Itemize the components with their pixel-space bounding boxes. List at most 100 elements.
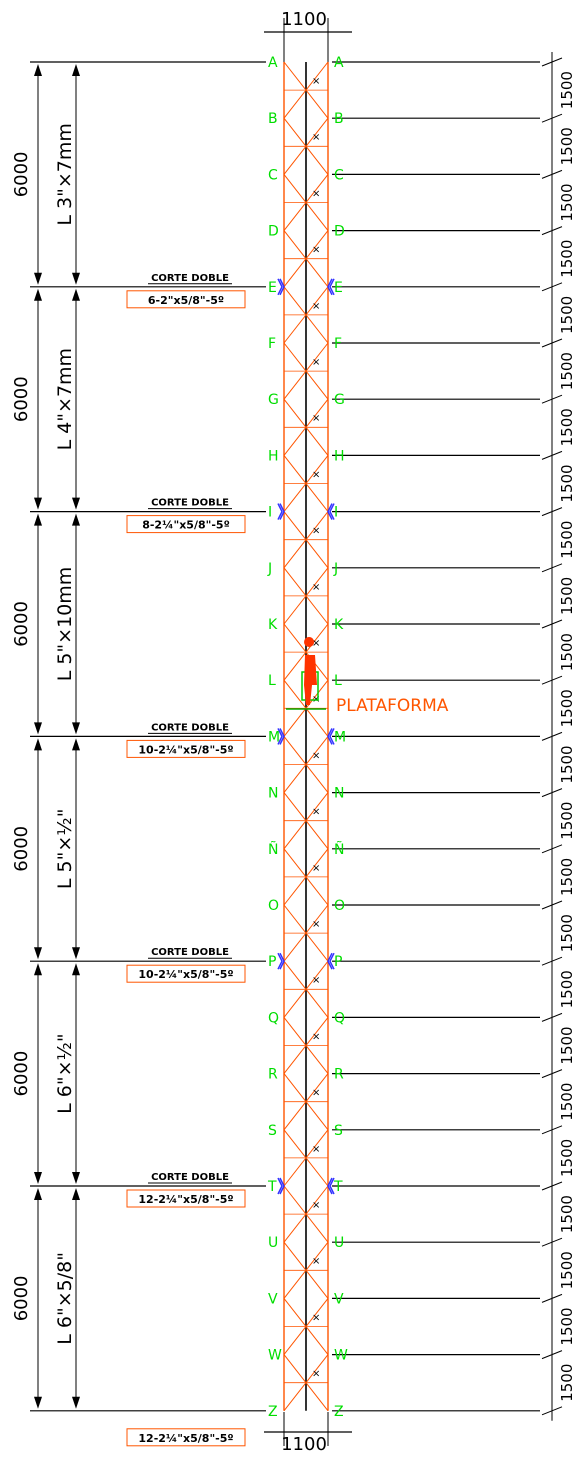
- node-mark: ×: [312, 750, 320, 761]
- dimension-tick: [541, 226, 563, 236]
- level-label-right: M: [334, 729, 346, 745]
- bolt-spec-box: [126, 739, 246, 758]
- level-label-left: F: [268, 336, 276, 352]
- section-length-text: 6000: [11, 601, 32, 647]
- segment-dimension-text: 1500: [558, 689, 576, 727]
- right-segment-dimensions: 1500 1500 1500 1500 1500 1500 1500 1500 1500 1500…: [541, 52, 576, 1421]
- node-mark: ×: [312, 188, 320, 199]
- arrow-down-icon: [34, 1172, 42, 1184]
- dimension-tick: [541, 1125, 563, 1135]
- dimension-tick: [541, 956, 563, 966]
- dimension-tick: [541, 282, 563, 292]
- bolt-spec-text: 10-2¼"x5/8"-5º: [138, 743, 233, 756]
- joint-title: CORTE DOBLE: [151, 273, 229, 284]
- bolt-right-icon: [327, 728, 335, 745]
- bolt-spec-text: 12-2¼"x5/8"-5º: [138, 1193, 233, 1206]
- bolt-right-icon: [327, 503, 335, 520]
- section-labels: 6000 L 3"×7mm 6000 L 4"×7mm 6000 L 5"×10mm 600…: [11, 64, 80, 1409]
- bottom-dimension: 1100: [264, 1412, 352, 1455]
- level-label-left: N: [268, 786, 278, 802]
- bolt-spec-box: [126, 515, 246, 534]
- bolt-right-icon: [327, 1177, 335, 1195]
- dimension-tick: [541, 507, 563, 517]
- node-mark: ×: [312, 413, 320, 424]
- arrow-up-icon: [72, 64, 80, 76]
- segment-dimension-text: 1500: [558, 1195, 576, 1233]
- joint-title: CORTE DOBLE: [151, 722, 229, 733]
- level-label-right: S: [334, 1123, 343, 1139]
- arrow-up-icon: [34, 64, 42, 76]
- level-label-left: V: [268, 1291, 278, 1307]
- bolt-spec-box: [126, 1428, 246, 1447]
- segment-dimension-text: 1500: [558, 408, 576, 446]
- bolt-left-icon: [277, 503, 285, 520]
- level-label-left: D: [268, 224, 279, 240]
- level-label-left: I: [268, 505, 272, 521]
- dimension-tick: [541, 57, 563, 67]
- level-label-left: P: [268, 954, 276, 970]
- level-label-right: G: [334, 392, 345, 408]
- section-profile-text: L 5"×½": [54, 809, 76, 890]
- node-mark: ×: [312, 919, 320, 930]
- level-label-left: M: [268, 729, 280, 745]
- bolt-left-icon: [277, 1177, 285, 1195]
- level-label-right: U: [334, 1235, 344, 1251]
- segment-dimension-text: 1500: [558, 296, 576, 334]
- section-profile-text: L 6"×½": [54, 1033, 76, 1114]
- level-label-left: R: [268, 1067, 278, 1083]
- node-mark: ×: [312, 1369, 320, 1380]
- level-label-right: C: [334, 167, 344, 183]
- tower-structure: ××××××××××××××××××××××××: [283, 61, 329, 1412]
- level-label-left: U: [268, 1235, 278, 1251]
- dimension-tick: [541, 731, 563, 741]
- arrow-up-icon: [34, 513, 42, 526]
- segment-dimension-text: 1500: [558, 858, 576, 896]
- level-label-right: W: [334, 1348, 348, 1364]
- level-label-right: A: [334, 55, 344, 71]
- node-mark: ×: [312, 132, 320, 143]
- arrow-up-icon: [34, 288, 42, 301]
- segment-dimension-text: 1500: [558, 1026, 576, 1064]
- level-label-left: Ñ: [268, 841, 278, 858]
- level-label-left: S: [268, 1123, 277, 1139]
- platform-label: PLATAFORMA: [336, 696, 449, 716]
- segment-dimension-text: 1500: [558, 1307, 576, 1345]
- segment-dimension-text: 1500: [558, 521, 576, 559]
- dimension-tick: [541, 1012, 563, 1022]
- section-length-text: 6000: [11, 376, 32, 422]
- level-label-left: E: [268, 280, 277, 296]
- dimension-tick: [541, 788, 563, 798]
- dimension-tick: [541, 1069, 563, 1079]
- top-dimension: 1100: [264, 9, 352, 62]
- level-label-right: Q: [334, 1010, 345, 1026]
- dimension-tick: [541, 844, 563, 854]
- section-profile-text: L 4"×7mm: [54, 348, 76, 450]
- section-profile-text: L 5"×10mm: [54, 567, 76, 682]
- arrow-up-icon: [72, 513, 80, 526]
- bolt-right-icon: [327, 952, 335, 970]
- node-mark: ×: [312, 807, 320, 818]
- dimension-tick: [541, 113, 563, 123]
- arrow-down-icon: [72, 1172, 80, 1184]
- level-label-right: B: [334, 111, 344, 127]
- dimension-tick: [541, 1181, 563, 1191]
- arrow-down-icon: [72, 722, 80, 735]
- node-mark: ×: [312, 975, 320, 986]
- worker-figure: [304, 637, 317, 705]
- dimension-tick: [541, 338, 563, 348]
- arrow-up-icon: [72, 963, 80, 976]
- segment-dimension-text: 1500: [558, 240, 576, 278]
- bolt-spec-box: [126, 964, 246, 983]
- dimension-tick: [541, 619, 563, 629]
- node-mark: ×: [312, 582, 320, 593]
- node-mark: ×: [312, 1256, 320, 1267]
- bottom-dimension-text: 1100: [281, 1434, 327, 1455]
- segment-dimension-text: 1500: [558, 183, 576, 221]
- bolt-right-icon: [327, 278, 335, 296]
- joint-title: CORTE DOBLE: [151, 498, 229, 509]
- node-mark: ×: [312, 1312, 320, 1323]
- arrow-down-icon: [34, 1396, 42, 1409]
- level-label-right: N: [334, 786, 344, 802]
- left-dimension-lines: [30, 61, 540, 1412]
- level-label-right: K: [334, 617, 344, 633]
